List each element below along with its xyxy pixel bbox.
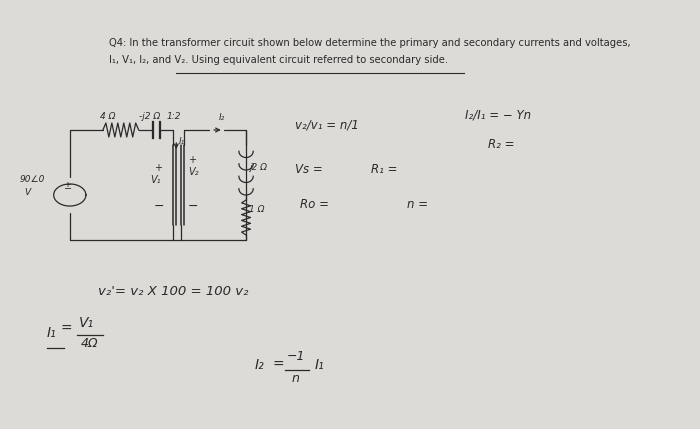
Text: 1:2: 1:2 xyxy=(167,112,181,121)
Text: v₂'= v₂ X 100 = 100 v₂: v₂'= v₂ X 100 = 100 v₂ xyxy=(99,285,249,298)
Text: 4 Ω: 4 Ω xyxy=(100,112,116,121)
Text: I₂: I₂ xyxy=(255,358,265,372)
Text: Vs =: Vs = xyxy=(295,163,323,176)
Text: n: n xyxy=(292,372,300,385)
Text: −: − xyxy=(154,200,164,213)
Text: v₂/v₁ = n/1: v₂/v₁ = n/1 xyxy=(295,118,359,131)
Text: I₁: I₁ xyxy=(46,326,56,340)
Text: n =: n = xyxy=(407,198,428,211)
Text: V₁: V₁ xyxy=(78,316,94,330)
Text: V: V xyxy=(25,188,30,197)
Text: I₁, V₁, I₂, and V₂. Using equivalent circuit referred to secondary side.: I₁, V₁, I₂, and V₂. Using equivalent cir… xyxy=(109,55,448,65)
Text: 90∠0: 90∠0 xyxy=(20,175,45,184)
Text: I₁: I₁ xyxy=(315,358,325,372)
Text: +: + xyxy=(188,155,196,165)
Text: −: − xyxy=(188,200,198,213)
Text: =: = xyxy=(61,322,73,336)
Text: V₂: V₂ xyxy=(188,167,198,177)
Text: =: = xyxy=(273,358,284,372)
Text: Ro =: Ro = xyxy=(300,198,329,211)
Text: V₁: V₁ xyxy=(150,175,161,185)
Text: I₂: I₂ xyxy=(218,113,225,122)
Text: −1: −1 xyxy=(286,350,304,363)
Text: 4Ω: 4Ω xyxy=(80,337,98,350)
Text: -j2 Ω: -j2 Ω xyxy=(139,112,160,121)
Text: R₁ =: R₁ = xyxy=(371,163,398,176)
Text: 1 Ω: 1 Ω xyxy=(248,205,264,214)
Text: R₂ =: R₂ = xyxy=(488,138,514,151)
Text: Q4: In the transformer circuit shown below determine the primary and secondary c: Q4: In the transformer circuit shown bel… xyxy=(109,38,631,48)
Text: I₂/I₁ = − Yn: I₂/I₁ = − Yn xyxy=(466,108,531,121)
Text: I₁: I₁ xyxy=(179,137,186,146)
Text: ±: ± xyxy=(63,181,71,191)
Text: +: + xyxy=(154,163,162,173)
Text: j2 Ω: j2 Ω xyxy=(248,163,267,172)
